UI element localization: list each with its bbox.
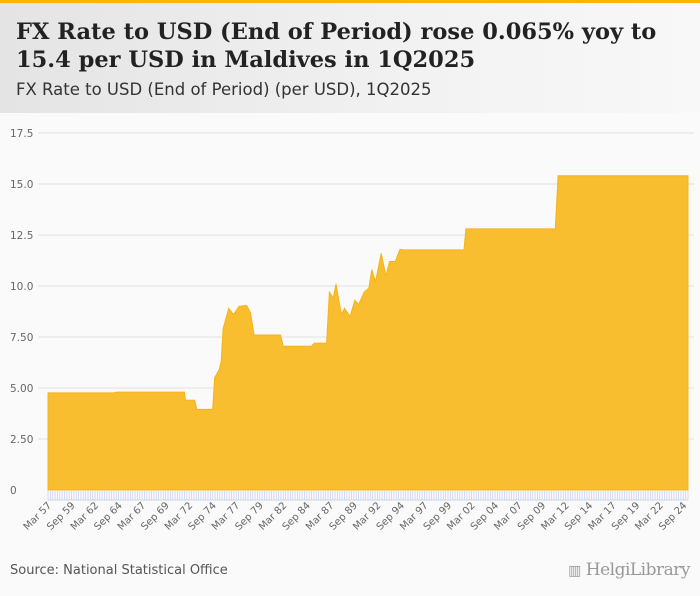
y-tick-label: 7.50 <box>10 332 33 344</box>
source-note: Source: National Statistical Office <box>10 563 228 578</box>
y-tick-label: 10.0 <box>10 281 33 293</box>
series-area <box>47 175 689 491</box>
helgi-library-logo: ▥ HelgiLibrary <box>568 560 690 580</box>
y-tick-label: 0 <box>10 485 17 497</box>
y-tick-label: 12.5 <box>10 230 33 242</box>
y-tick-label: 17.5 <box>10 128 33 140</box>
accent-bar <box>0 0 700 3</box>
chart-title: FX Rate to USD (End of Period) rose 0.06… <box>16 19 657 73</box>
header <box>0 3 700 113</box>
logo-text: HelgiLibrary <box>585 560 691 580</box>
chart-subtitle: FX Rate to USD (End of Period) (per USD)… <box>16 80 432 99</box>
y-tick-label: 5.00 <box>10 383 33 395</box>
y-tick-label: 2.50 <box>10 434 33 446</box>
y-tick-label: 15.0 <box>10 179 33 191</box>
